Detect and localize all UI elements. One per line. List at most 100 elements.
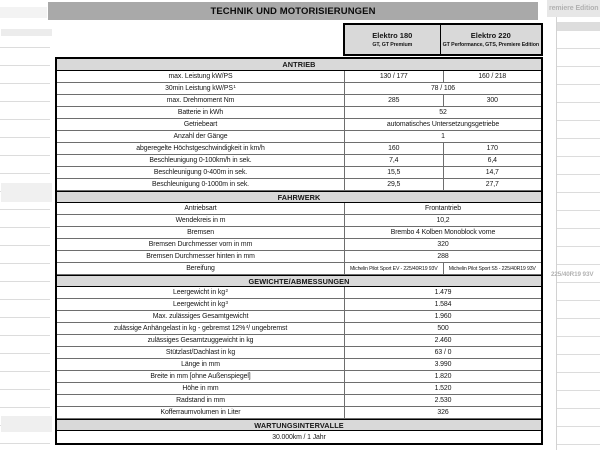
spec-row: Leergewicht in kg 3 1.584 <box>57 299 541 311</box>
spec-label-text: Wendekreis in m <box>175 217 226 224</box>
spec-value: 7,4 <box>345 155 444 166</box>
background-table-fragment-right-border <box>556 0 557 450</box>
spec-value: 500 <box>437 325 449 332</box>
spec-value: 29,5 <box>345 179 444 190</box>
spec-label: Beschleunigung 0-400m in sek. <box>57 167 345 178</box>
spec-label-text: 30min Leistung kW/PS <box>165 85 233 92</box>
spec-row: Stützlast/Dachlast in kg 63 / 0 <box>57 347 541 359</box>
spec-label: Bereifung <box>57 263 345 274</box>
background-table-fragment <box>1 183 52 202</box>
spec-row: Beschleunigung 0-1000m in sek. 29,5 27,7 <box>57 179 541 191</box>
spec-value: automatisches Untersetzungsgetriebe <box>386 121 500 128</box>
model-trims: GT, GT Premium <box>372 42 413 48</box>
spec-row: max. Drehmoment Nm 285 300 <box>57 95 541 107</box>
spec-value: 1 <box>441 133 445 140</box>
spec-label: max. Leistung kW/PS <box>57 71 345 82</box>
spec-label-text: zulässiges Gesamtzuggewicht in kg <box>147 337 254 344</box>
spec-row: 30min Leistung kW/PS 1 78 / 106 <box>57 83 541 95</box>
spec-value: 6,4 <box>487 157 497 164</box>
spec-label: Wendekreis in m <box>57 215 345 226</box>
spec-label: Breite in mm [ohne Außenspiegel] <box>57 371 345 382</box>
spec-value: Michelin Pilot Sport S5 - 225/40R19 93V <box>448 265 536 272</box>
spec-label-text: Antriebsart <box>184 205 217 212</box>
spec-label: Länge in mm <box>57 359 345 370</box>
spec-row: Breite in mm [ohne Außenspiegel] 1.820 <box>57 371 541 383</box>
background-table-fragment-right <box>557 31 600 450</box>
spec-value: 288 <box>437 253 449 260</box>
spec-label: Stützlast/Dachlast in kg <box>57 347 345 358</box>
spec-row: 30.000km / 1 Jahr <box>57 431 541 443</box>
spec-label: Kofferraumvolumen in Liter <box>57 407 345 418</box>
spec-label: Getriebeart <box>57 119 345 130</box>
spec-label-text: Radstand in mm <box>176 397 225 404</box>
spec-label: abgeregelte Höchstgeschwindigkeit in km/… <box>57 143 345 154</box>
section-header-gewichte-abmessungen: GEWICHTE/ABMESSUNGEN <box>57 275 541 287</box>
spec-value: 10,2 <box>436 217 450 224</box>
spec-label-text: Leergewicht in kg <box>173 301 225 308</box>
spec-label: Beschleunigung 0-1000m in sek. <box>57 179 345 190</box>
spec-row: Beschleunigung 0-400m in sek. 15,5 14,7 <box>57 167 541 179</box>
spec-label: Antriebsart <box>57 203 345 214</box>
background-table-fragment <box>547 0 600 17</box>
section-header-antrieb: ANTRIEB <box>57 59 541 71</box>
spec-row: Anzahl der Gänge 1 <box>57 131 541 143</box>
background-table-fragment <box>1 29 52 36</box>
spec-row: Leergewicht in kg 2 1.479 <box>57 287 541 299</box>
spec-row: Bremsen Durchmesser vorn in mm 320 <box>57 239 541 251</box>
spec-label: Bremsen Durchmesser hinten in mm <box>57 251 345 262</box>
spec-label-text: Anzahl der Gänge <box>173 133 228 140</box>
spec-row: zulässiges Gesamtzuggewicht in kg 2.460 <box>57 335 541 347</box>
model-trims: GT Performance, GTS, Premiere Edition <box>442 42 539 48</box>
spec-value: 52 <box>439 109 447 116</box>
spec-label-text: / ungebremst <box>248 325 288 332</box>
spec-row: abgeregelte Höchstgeschwindigkeit in km/… <box>57 143 541 155</box>
spec-row: Getriebeart automatisches Untersetzungsge… <box>57 119 541 131</box>
spec-value: 160 / 218 <box>478 73 507 80</box>
spec-row: Wendekreis in m 10,2 <box>57 215 541 227</box>
spec-row: Bereifung Michelin Pilot Sport EV - 225/4… <box>57 263 541 275</box>
spec-row: Länge in mm 3.990 <box>57 359 541 371</box>
spec-label-text: Stützlast/Dachlast in kg <box>165 349 236 356</box>
spec-value: 326 <box>437 409 449 416</box>
spec-label: Batterie in kWh <box>57 107 345 118</box>
spec-value: 300 <box>486 97 498 104</box>
spec-row: zulässige Anhängelast in kg - gebremst 1… <box>57 323 541 335</box>
spec-label: zulässige Anhängelast in kg - gebremst 1… <box>57 323 345 334</box>
spec-label-text: Länge in mm <box>181 361 220 368</box>
background-table-fragment <box>1 416 52 432</box>
spec-label-text: Bereifung <box>186 265 215 272</box>
spec-value: Brembo 4 Kolben Monoblock vorne <box>390 229 496 236</box>
model-column-elektro-180: Elektro 180 GT, GT Premium <box>345 25 440 54</box>
model-column-elektro-220: Elektro 220 GT Performance, GTS, Premier… <box>439 25 541 54</box>
page-title: TECHNIK UND MOTORISIERUNGEN <box>48 2 538 20</box>
spec-label: 30min Leistung kW/PS 1 <box>57 83 345 94</box>
spec-label: Bremsen Durchmesser vorn in mm <box>57 239 345 250</box>
spec-row: Radstand in mm 2.530 <box>57 395 541 407</box>
spec-label: Bremsen <box>57 227 345 238</box>
spec-row: Höhe in mm 1.520 <box>57 383 541 395</box>
spec-label-text: Max. zulässiges Gesamtgewicht <box>152 313 249 320</box>
spec-value: 170 <box>486 145 498 152</box>
spec-value: 63 / 0 <box>434 349 452 356</box>
spec-row: Kofferraumvolumen in Liter 326 <box>57 407 541 419</box>
spec-row: Max. zulässiges Gesamtgewicht 1.960 <box>57 311 541 323</box>
spec-label-text: Bremsen Durchmesser hinten in mm <box>146 253 255 260</box>
spec-label: Beschleunigung 0-100km/h in sek. <box>57 155 345 166</box>
spec-label-text: Breite in mm [ohne Außenspiegel] <box>150 373 251 380</box>
spec-row: Batterie in kWh 52 <box>57 107 541 119</box>
background-table-fragment-left <box>0 30 50 450</box>
spec-label-text: abgeregelte Höchstgeschwindigkeit in km/… <box>136 145 265 152</box>
spec-value: 1.960 <box>434 313 452 320</box>
model-name: Elektro 180 <box>372 31 413 40</box>
spec-value: 3.990 <box>434 361 452 368</box>
spec-row: max. Leistung kW/PS 130 / 177 160 / 218 <box>57 71 541 83</box>
spec-label-text: max. Leistung kW/PS <box>168 73 233 80</box>
spec-value: 285 <box>345 95 444 106</box>
spec-label-text: Beschleunigung 0-1000m in sek. <box>152 181 249 188</box>
background-table-fragment <box>557 22 600 31</box>
model-name: Elektro 220 <box>470 31 511 40</box>
spec-label: Max. zulässiges Gesamtgewicht <box>57 311 345 322</box>
section-header-fahrwerk: FAHRWERK <box>57 191 541 203</box>
background-table-fragment <box>0 7 47 18</box>
